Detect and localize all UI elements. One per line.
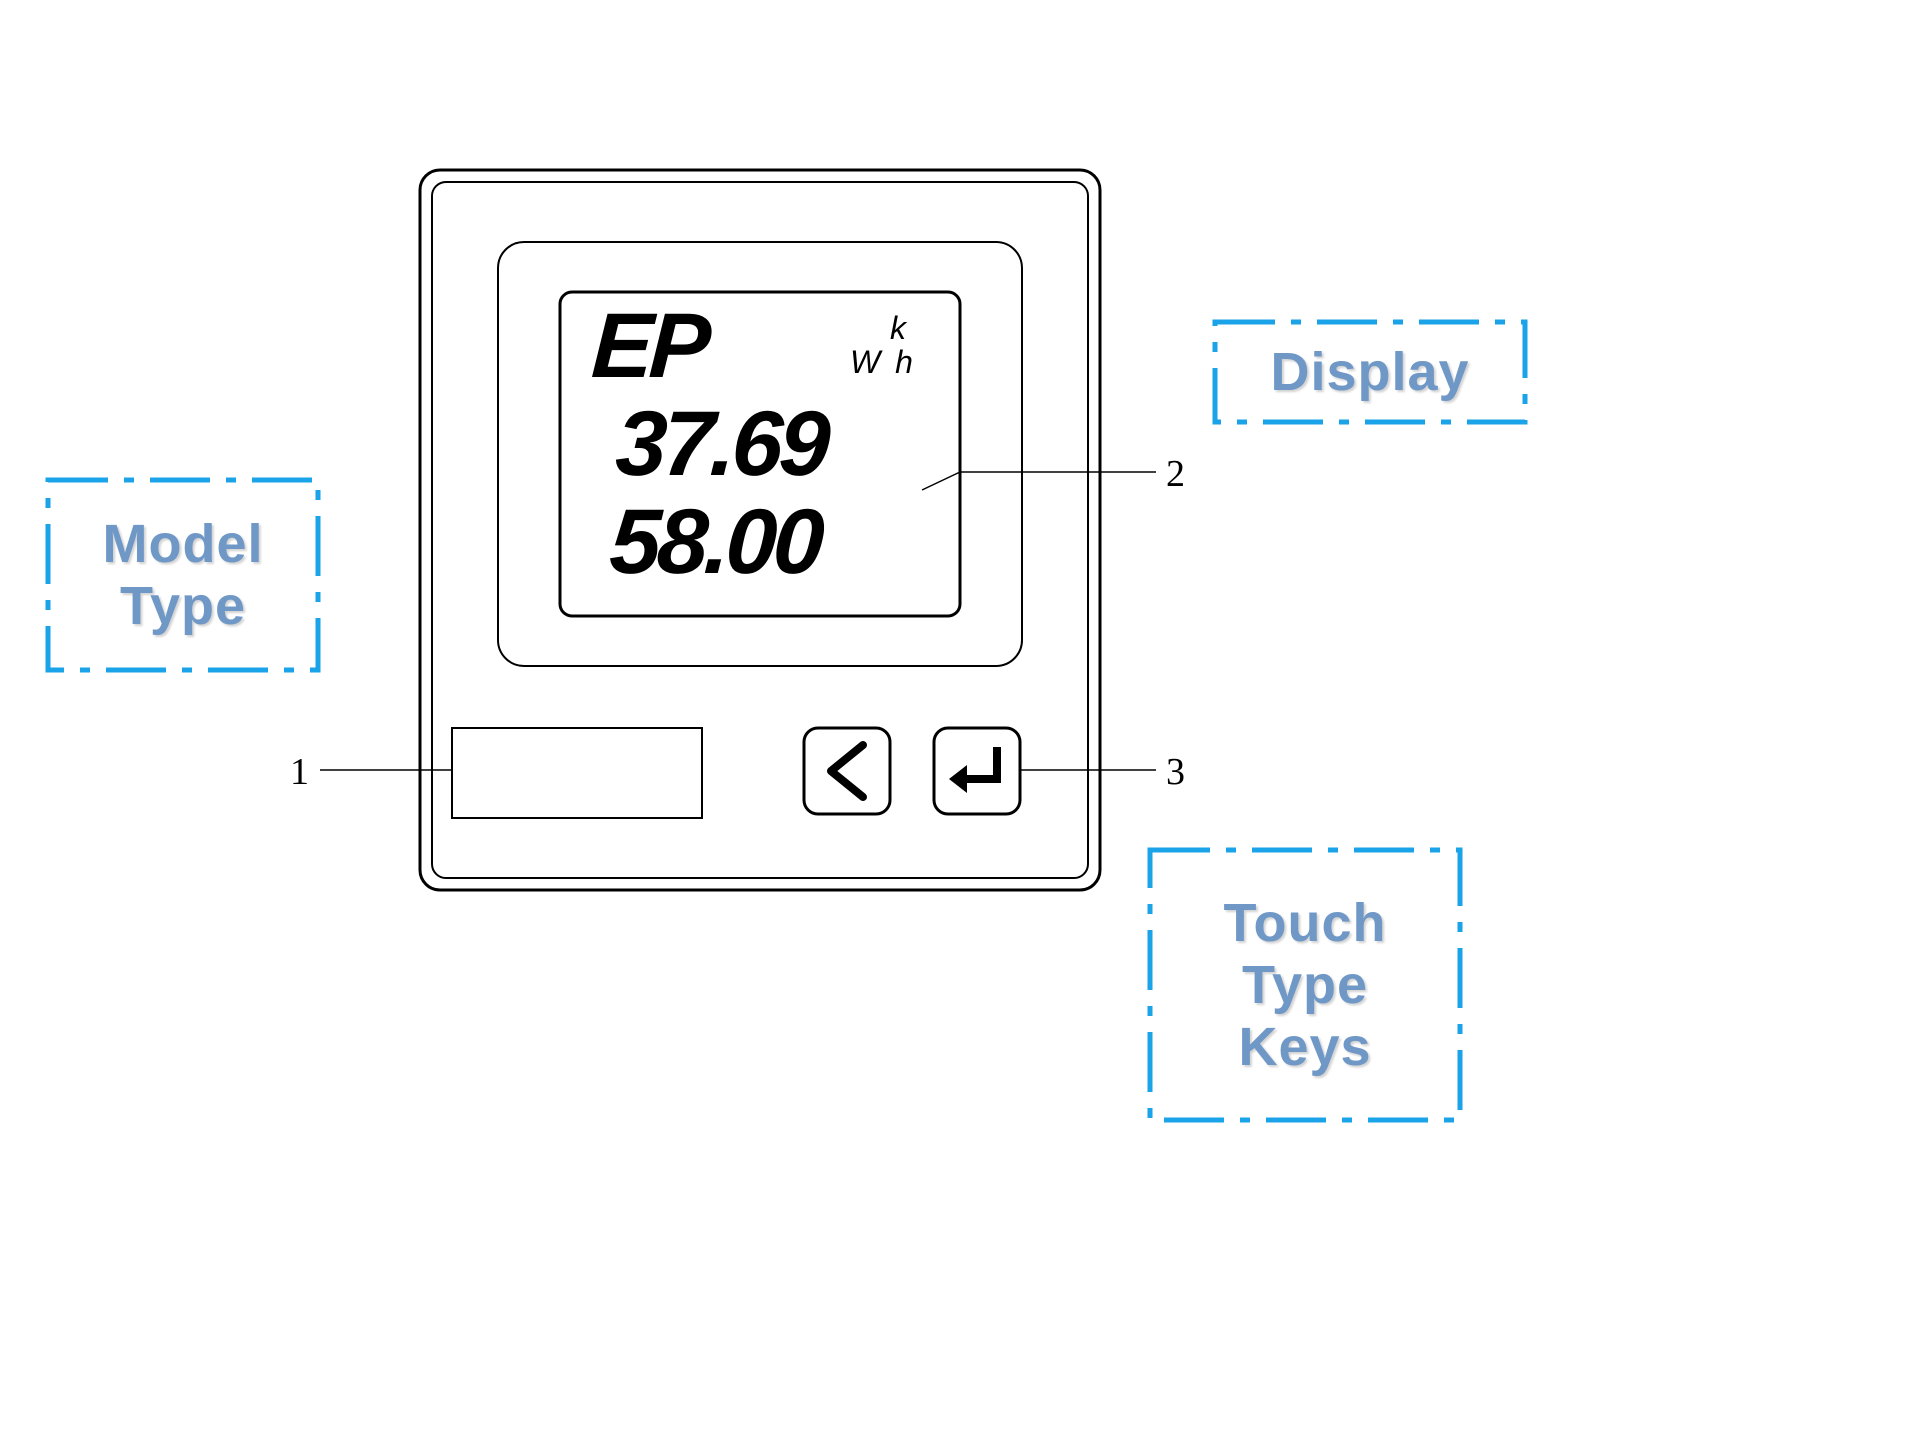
callout-model-type-line-1: Type — [120, 575, 246, 637]
leader-number-3: 3 — [1166, 750, 1185, 794]
model-type-slot — [452, 728, 702, 818]
callout-display-line-0: Display — [1270, 341, 1469, 403]
leader-number-1: 1 — [290, 750, 309, 794]
callout-touch-keys: TouchTypeKeys — [1150, 850, 1460, 1120]
chevron-left-icon — [804, 728, 890, 814]
callout-model-type: ModelType — [48, 480, 318, 670]
callout-touch-keys-line-2: Keys — [1238, 1016, 1371, 1078]
lcd-display — [560, 292, 960, 616]
callout-model-type-line-0: Model — [103, 513, 264, 575]
leader-number-2: 2 — [1166, 452, 1185, 496]
callout-touch-keys-line-1: Type — [1242, 954, 1368, 1016]
callout-touch-keys-line-0: Touch — [1224, 892, 1387, 954]
enter-arrow-icon — [934, 728, 1020, 814]
callout-display: Display — [1215, 322, 1525, 422]
